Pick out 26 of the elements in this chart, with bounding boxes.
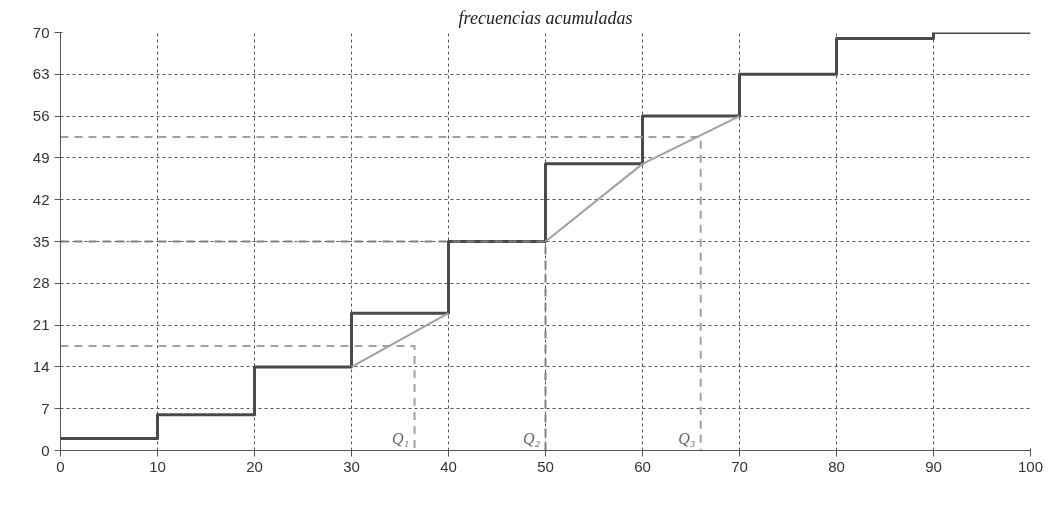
x-tick-label: 100: [1017, 457, 1044, 475]
annotation: Q₂: [522, 429, 541, 447]
y-tick-label: 0: [41, 441, 50, 459]
y-tick-label: 63: [32, 65, 50, 83]
x-tick-label: 60: [634, 457, 651, 475]
y-tick-label: 42: [32, 190, 50, 208]
x-tick-label: 50: [537, 457, 554, 475]
chart-title: frecuencias acumuladas: [458, 7, 633, 28]
x-tick-label: 70: [731, 457, 748, 475]
x-tick-label: 40: [440, 457, 457, 475]
x-tick-label: 30: [343, 457, 360, 475]
x-tick-label: 80: [828, 457, 845, 475]
y-tick-label: 35: [32, 232, 50, 250]
y-tick-label: 49: [32, 148, 50, 166]
x-tick-label: 0: [56, 457, 65, 475]
y-tick-label: 56: [32, 107, 50, 125]
x-tick-label: 20: [246, 457, 263, 475]
y-tick-label: 21: [32, 316, 50, 334]
x-tick-label: 90: [925, 457, 942, 475]
annotation: Q₃: [678, 429, 696, 447]
y-tick-label: 7: [41, 399, 50, 417]
annotation: Q₁: [391, 429, 410, 447]
y-tick-label: 14: [32, 357, 50, 375]
y-tick-label: 28: [32, 274, 50, 292]
y-tick-label: 70: [32, 23, 50, 41]
x-tick-label: 10: [149, 457, 166, 475]
